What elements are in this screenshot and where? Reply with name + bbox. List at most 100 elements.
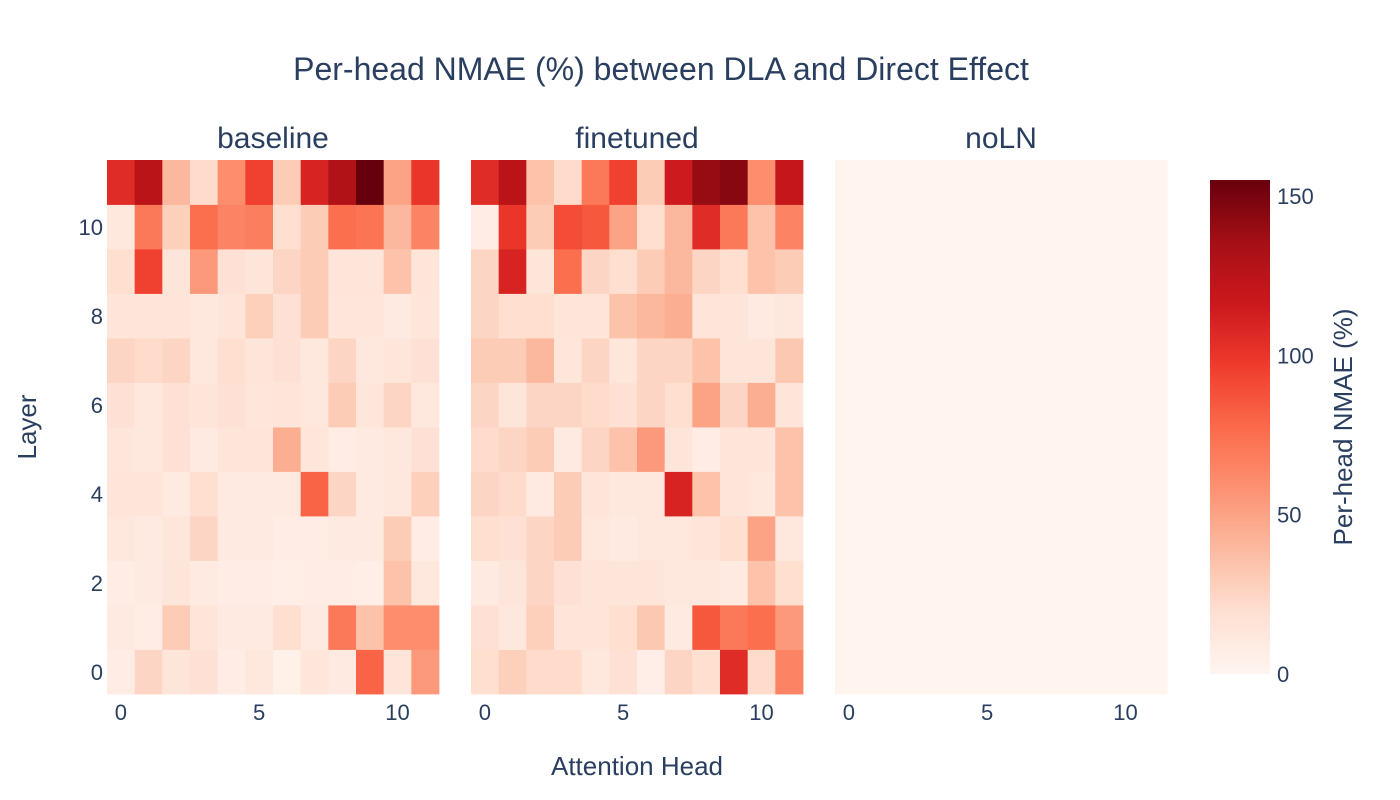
heatmap-cell	[835, 560, 864, 606]
heatmap-cell	[498, 293, 527, 339]
heatmap-cell	[1056, 249, 1085, 294]
heatmap-cell	[581, 649, 610, 695]
heatmap-cell	[890, 649, 919, 695]
heatmap-cell	[692, 605, 721, 650]
heatmap-cell	[692, 160, 721, 205]
heatmap-cell	[918, 204, 947, 250]
heatmap-cell	[471, 204, 500, 250]
heatmap-cell	[918, 249, 947, 294]
heatmap-cell	[383, 160, 412, 205]
heatmap-panel-baseline: baseline 0 5 10	[107, 122, 440, 725]
heatmap-cell	[383, 338, 412, 383]
heatmap-cell	[471, 516, 500, 561]
heatmap-cell	[720, 560, 749, 606]
heatmap-cell	[217, 204, 246, 250]
heatmap-cell	[945, 293, 974, 339]
heatmap-cell	[498, 382, 527, 428]
heatmap-cell	[692, 471, 721, 517]
heatmap-cell	[1028, 471, 1057, 517]
heatmap-cell	[190, 560, 219, 606]
heatmap-cell	[273, 293, 302, 339]
heatmap-cell	[973, 249, 1002, 294]
heatmap-cell	[162, 471, 191, 517]
heatmap-cell	[862, 427, 891, 472]
heatmap-cell	[664, 204, 693, 250]
heatmap-cell	[383, 471, 412, 517]
heatmap-cell	[300, 427, 329, 472]
heatmap-cell	[890, 605, 919, 650]
heatmap-cell	[356, 293, 385, 339]
heatmap-cell	[1139, 249, 1168, 294]
heatmap-cell	[637, 160, 666, 205]
heatmap-cell	[692, 204, 721, 250]
heatmap-cell	[217, 516, 246, 561]
heatmap-cell	[471, 160, 500, 205]
heatmap-cell	[273, 471, 302, 517]
heatmap-cell	[664, 471, 693, 517]
heatmap-cell	[526, 160, 555, 205]
heatmap-cell	[747, 427, 776, 472]
heatmap-cell	[134, 516, 163, 561]
heatmap-cell	[1084, 516, 1113, 561]
heatmap-cell	[637, 471, 666, 517]
heatmap-cell	[498, 605, 527, 650]
heatmap-cell	[609, 605, 638, 650]
heatmap-cell	[356, 516, 385, 561]
heatmap-cell	[411, 382, 440, 428]
heatmap-cell	[245, 382, 274, 428]
heatmap-cell	[1001, 427, 1030, 472]
heatmap-cell	[1001, 249, 1030, 294]
panel-title: baseline	[217, 122, 329, 155]
heatmap-cell	[747, 471, 776, 517]
heatmap-cell	[637, 605, 666, 650]
heatmap-cell	[775, 649, 804, 695]
heatmap-cell	[190, 382, 219, 428]
heatmap-cell	[245, 427, 274, 472]
heatmap-cell	[245, 160, 274, 205]
heatmap-cell	[554, 293, 583, 339]
x-tick-label: 0	[843, 700, 855, 725]
heatmap-cell	[190, 649, 219, 695]
heatmap-cell	[554, 605, 583, 650]
heatmap-cell	[1084, 382, 1113, 428]
heatmap-cell	[411, 338, 440, 383]
heatmap-cell	[107, 605, 136, 650]
heatmap-cell	[526, 382, 555, 428]
heatmap-cell	[245, 204, 274, 250]
heatmap-cell	[107, 204, 136, 250]
heatmap-cell	[134, 382, 163, 428]
heatmap-cell	[245, 649, 274, 695]
heatmap-cell	[747, 605, 776, 650]
heatmap-cell	[973, 605, 1002, 650]
heatmap-cell	[664, 427, 693, 472]
panel-title: finetuned	[575, 122, 698, 155]
heatmap-cell	[554, 471, 583, 517]
heatmap-cell	[134, 160, 163, 205]
heatmap-cell	[328, 471, 357, 517]
heatmap-cell	[471, 471, 500, 517]
heatmap-cell	[471, 382, 500, 428]
colorbar-tick-label: 0	[1277, 662, 1289, 687]
heatmap-cell	[328, 649, 357, 695]
heatmap-cell	[775, 605, 804, 650]
heatmap-cell	[554, 649, 583, 695]
heatmap-cell	[720, 204, 749, 250]
heatmap-cell	[1056, 560, 1085, 606]
heatmap-cell	[747, 160, 776, 205]
heatmap-cell	[1084, 605, 1113, 650]
heatmap-cell	[411, 249, 440, 294]
heatmap-cell	[411, 427, 440, 472]
heatmap-cell	[190, 427, 219, 472]
heatmap-cell	[1111, 293, 1140, 339]
heatmap-cell	[664, 516, 693, 561]
y-tick-label: 6	[91, 393, 103, 418]
x-tick-label: 0	[479, 700, 491, 725]
heatmap-cell	[1056, 204, 1085, 250]
heatmap-cell	[720, 471, 749, 517]
heatmap-cell	[1111, 338, 1140, 383]
heatmap-cell	[609, 160, 638, 205]
heatmap-cell	[581, 382, 610, 428]
heatmap-cell	[1084, 560, 1113, 606]
heatmap-cell	[581, 427, 610, 472]
